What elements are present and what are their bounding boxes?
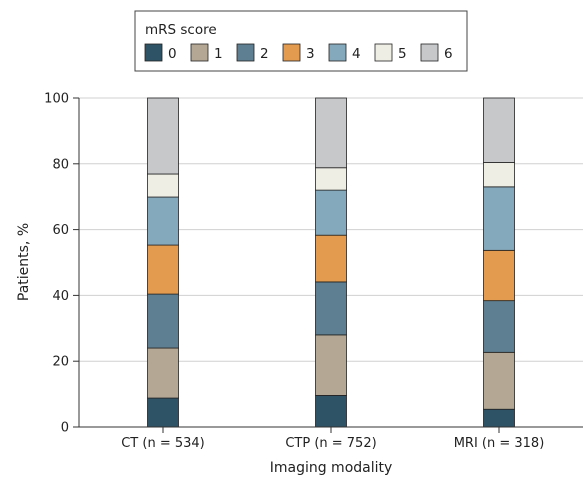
x-tick-label-ct-n-534: CT (n = 534) — [121, 436, 205, 451]
legend-swatch-1 — [190, 43, 209, 62]
y-tick-label-40: 40 — [52, 289, 69, 304]
bar-segment-ct-n-534-mrs-1 — [147, 347, 179, 399]
bar-ct-n-534 — [147, 97, 179, 428]
bar-segment-ct-n-534-mrs-0 — [147, 397, 179, 428]
legend-swatch-5 — [374, 43, 393, 62]
legend-swatch-0 — [144, 43, 163, 62]
bar-segment-ctp-n-752-mrs-1 — [315, 334, 347, 396]
bar-segment-ctp-n-752-mrs-3 — [315, 234, 347, 283]
legend-item-1: 1 — [190, 43, 223, 62]
bar-segment-ct-n-534-mrs-3 — [147, 244, 179, 295]
y-axis-title: Patients, % — [16, 223, 32, 301]
legend-swatch-2 — [236, 43, 255, 62]
bar-segment-ct-n-534-mrs-6 — [147, 97, 179, 175]
bar-mri-n-318 — [483, 97, 515, 428]
y-tick-label-80: 80 — [52, 157, 69, 172]
x-ticks: CT (n = 534) CTP (n = 752) MRI (n = 318) — [121, 427, 544, 451]
legend-title: mRS score — [145, 22, 217, 38]
legend-swatch-6 — [420, 43, 439, 62]
plot-area: 0 20 40 60 80 100 CT (n = 534) CTP (n = 752) MR… — [44, 92, 583, 451]
bar-segment-mri-n-318-mrs-0 — [483, 408, 515, 428]
legend-item-5: 5 — [374, 43, 407, 62]
x-tick-label-mri-n-318: MRI (n = 318) — [454, 436, 545, 451]
legend-swatch-3 — [282, 43, 301, 62]
x-tick-label-ctp-n-752: CTP (n = 752) — [285, 436, 376, 451]
y-tick-label-60: 60 — [52, 223, 69, 238]
legend-frame — [134, 10, 468, 72]
legend-label-6: 6 — [444, 46, 453, 62]
legend-label-3: 3 — [306, 46, 315, 62]
y-tick-label-20: 20 — [52, 355, 69, 370]
bar-segment-mri-n-318-mrs-3 — [483, 249, 515, 302]
legend-item-3: 3 — [282, 43, 315, 62]
bar-segment-ctp-n-752-mrs-2 — [315, 281, 347, 336]
bar-segment-mri-n-318-mrs-2 — [483, 300, 515, 353]
legend-items: 0 1 2 3 4 5 6 — [144, 43, 453, 62]
y-ticks: 0 20 40 60 80 100 — [44, 92, 79, 436]
legend-item-6: 6 — [420, 43, 453, 62]
legend-label-4: 4 — [352, 46, 361, 62]
legend-label-2: 2 — [260, 46, 269, 62]
bar-ctp-n-752 — [315, 97, 347, 428]
bar-segment-ctp-n-752-mrs-5 — [315, 167, 347, 191]
x-axis-title: Imaging modality — [270, 460, 393, 476]
legend-label-0: 0 — [168, 46, 177, 62]
legend-item-2: 2 — [236, 43, 269, 62]
bar-segment-ct-n-534-mrs-5 — [147, 173, 179, 198]
legend-swatch-4 — [328, 43, 347, 62]
bar-segment-mri-n-318-mrs-6 — [483, 97, 515, 163]
bar-segment-mri-n-318-mrs-1 — [483, 351, 515, 410]
legend: mRS score 0 1 2 3 4 5 6 — [134, 10, 468, 72]
bar-segment-ct-n-534-mrs-2 — [147, 293, 179, 349]
legend-label-1: 1 — [214, 46, 223, 62]
bar-segment-ctp-n-752-mrs-4 — [315, 189, 347, 236]
bar-segment-ctp-n-752-mrs-6 — [315, 97, 347, 169]
y-tick-label-100: 100 — [44, 92, 69, 107]
y-tick-label-0: 0 — [61, 421, 69, 436]
bar-segment-mri-n-318-mrs-4 — [483, 186, 515, 251]
bar-segment-mri-n-318-mrs-5 — [483, 162, 515, 188]
legend-label-5: 5 — [398, 46, 407, 62]
bars — [147, 97, 515, 428]
legend-item-0: 0 — [144, 43, 177, 62]
bar-segment-ctp-n-752-mrs-0 — [315, 395, 347, 428]
legend-item-4: 4 — [328, 43, 361, 62]
bar-segment-ct-n-534-mrs-4 — [147, 196, 179, 246]
